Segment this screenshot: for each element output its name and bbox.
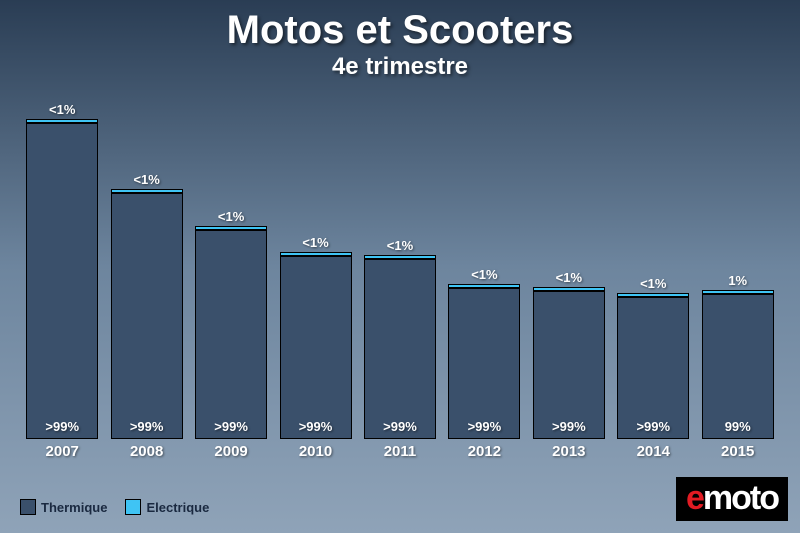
bar-segment-thermal: >99% — [448, 288, 520, 439]
bar-stack: >99% — [617, 293, 689, 439]
thermal-pct-label: >99% — [636, 419, 670, 434]
year-label: 2013 — [552, 443, 585, 460]
year-label: 2011 — [384, 443, 417, 460]
legend-swatch-thermique — [20, 499, 36, 515]
chart-subtitle: 4e trimestre — [0, 53, 800, 81]
thermal-pct-label: >99% — [45, 419, 79, 434]
bar-stack: >99% — [533, 287, 605, 439]
bar-group-2010: <1% >99% 2010 — [277, 235, 355, 460]
legend-swatch-electrique — [125, 499, 141, 515]
bar-group-2007: <1% >99% 2007 — [23, 102, 101, 460]
year-label: 2015 — [721, 443, 754, 460]
bar-segment-thermal: >99% — [364, 259, 436, 439]
electric-pct-label: 1% — [728, 273, 747, 288]
bar-stack: 99% — [702, 290, 774, 439]
electric-pct-label: <1% — [387, 238, 413, 253]
bar-segment-thermal: >99% — [26, 123, 98, 439]
thermal-pct-label: >99% — [383, 419, 417, 434]
legend-label: Thermique — [41, 500, 107, 515]
year-label: 2008 — [130, 443, 163, 460]
legend-item-thermique: Thermique — [20, 499, 107, 515]
bar-segment-thermal: >99% — [280, 256, 352, 439]
year-label: 2010 — [299, 443, 332, 460]
electric-pct-label: <1% — [471, 267, 497, 282]
electric-pct-label: <1% — [133, 172, 159, 187]
bar-group-2012: <1% >99% 2012 — [445, 267, 523, 460]
bar-stack: >99% — [280, 252, 352, 439]
thermal-pct-label: >99% — [299, 419, 333, 434]
year-label: 2014 — [637, 443, 670, 460]
thermal-pct-label: >99% — [468, 419, 502, 434]
bar-stack: >99% — [111, 189, 183, 439]
bar-group-2013: <1% >99% 2013 — [530, 270, 608, 460]
legend-label: Electrique — [146, 500, 209, 515]
bar-group-2015: 1% 99% 2015 — [699, 273, 777, 460]
year-label: 2012 — [468, 443, 501, 460]
bar-segment-thermal: >99% — [617, 297, 689, 439]
bar-stack: >99% — [448, 284, 520, 439]
logo-e: e — [686, 479, 703, 517]
chart-area: <1% >99% 2007 <1% >99% 2008 <1% >99% 2009 <1% >99%… — [20, 100, 780, 460]
bar-group-2014: <1% >99% 2014 — [614, 276, 692, 460]
electric-pct-label: <1% — [302, 235, 328, 250]
electric-pct-label: <1% — [218, 209, 244, 224]
bar-group-2009: <1% >99% 2009 — [192, 209, 270, 460]
electric-pct-label: <1% — [49, 102, 75, 117]
emoto-logo: emoto — [676, 477, 788, 521]
chart-title: Motos et Scooters — [0, 0, 800, 53]
electric-pct-label: <1% — [640, 276, 666, 291]
bar-segment-thermal: >99% — [195, 230, 267, 439]
bar-segment-thermal: >99% — [111, 193, 183, 439]
bar-group-2011: <1% >99% 2011 — [361, 238, 439, 460]
logo-moto: moto — [703, 479, 778, 517]
thermal-pct-label: >99% — [552, 419, 586, 434]
bar-stack: >99% — [195, 226, 267, 439]
legend: Thermique Electrique — [20, 499, 209, 515]
bar-stack: >99% — [26, 119, 98, 439]
year-label: 2009 — [214, 443, 247, 460]
bar-segment-thermal: 99% — [702, 294, 774, 439]
bar-segment-thermal: >99% — [533, 291, 605, 439]
legend-item-electrique: Electrique — [125, 499, 209, 515]
year-label: 2007 — [46, 443, 79, 460]
bar-stack: >99% — [364, 255, 436, 439]
thermal-pct-label: >99% — [214, 419, 248, 434]
thermal-pct-label: >99% — [130, 419, 164, 434]
thermal-pct-label: 99% — [725, 419, 751, 434]
bar-group-2008: <1% >99% 2008 — [108, 172, 186, 460]
electric-pct-label: <1% — [556, 270, 582, 285]
